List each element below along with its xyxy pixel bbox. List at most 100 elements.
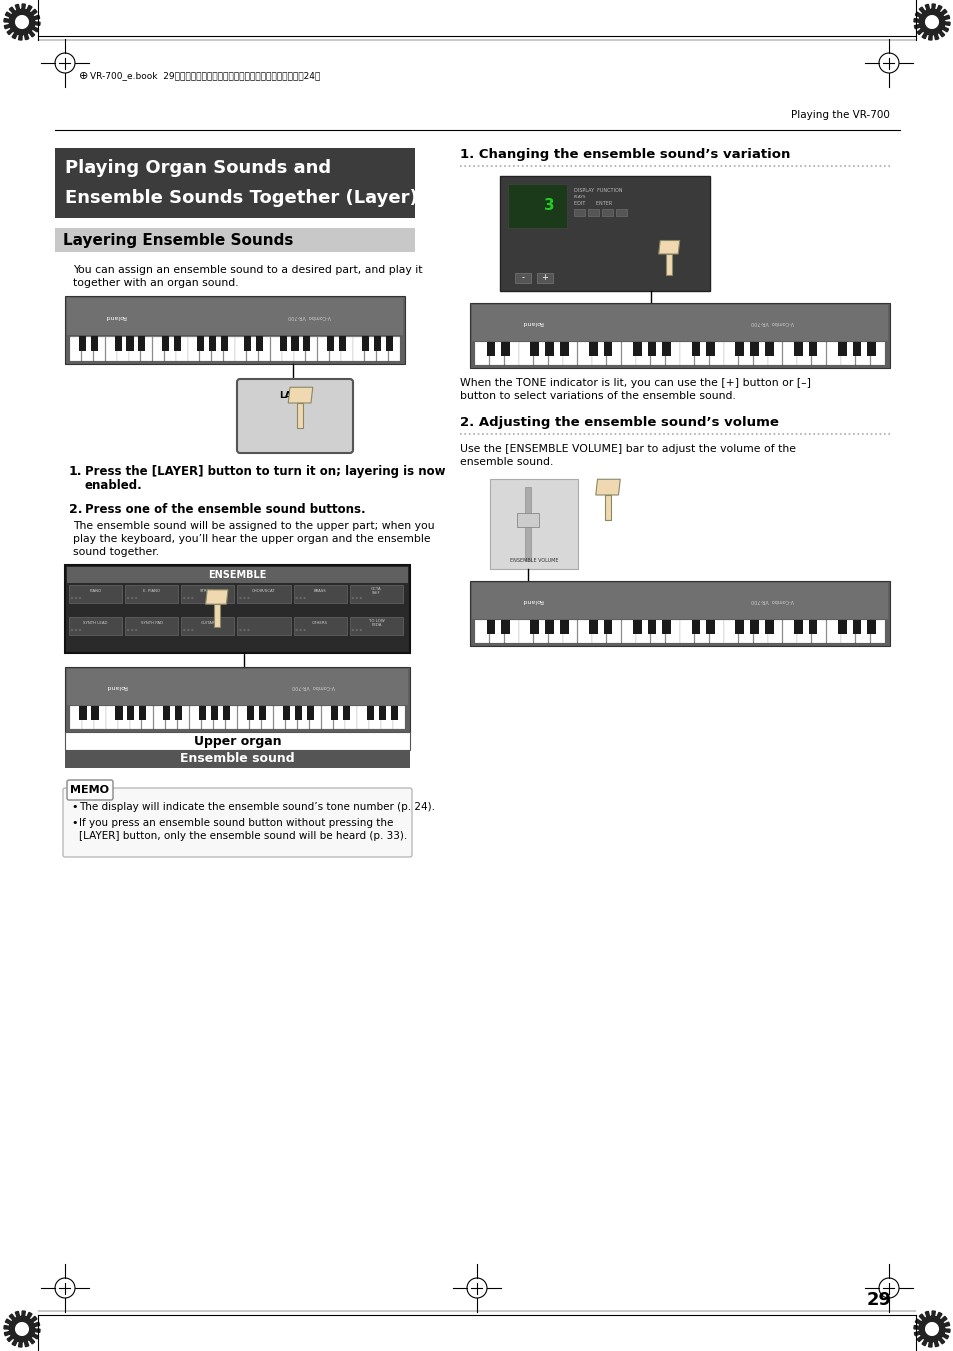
Bar (212, 336, 223, 361)
Bar (588, 620, 598, 634)
Text: 2. Adjusting the ensemble sound’s volume: 2. Adjusting the ensemble sound’s volume (459, 416, 778, 430)
Bar (365, 336, 375, 361)
Bar (530, 620, 538, 634)
Bar (578, 342, 591, 365)
Bar (106, 336, 116, 361)
Bar (393, 707, 404, 728)
Circle shape (187, 597, 190, 600)
Bar (499, 176, 709, 290)
Circle shape (243, 628, 246, 631)
Bar (125, 617, 178, 635)
Bar (534, 620, 547, 643)
Bar (470, 303, 889, 367)
Text: Playing Organ Sounds and: Playing Organ Sounds and (65, 159, 331, 177)
Bar (261, 707, 273, 728)
Bar (694, 342, 708, 365)
Text: Ensemble Sounds Together (Layer): Ensemble Sounds Together (Layer) (65, 189, 417, 207)
Text: GUITAR: GUITAR (200, 621, 215, 626)
Bar (321, 707, 333, 728)
Text: SYNTH PAD: SYNTH PAD (141, 621, 163, 626)
Bar (374, 336, 380, 351)
Bar (636, 342, 650, 365)
Bar (504, 342, 518, 365)
Bar (470, 581, 889, 646)
Bar (385, 336, 393, 351)
Bar (226, 707, 237, 728)
Text: When the TONE indicator is lit, you can use the [+] button or [–]: When the TONE indicator is lit, you can … (459, 378, 810, 388)
Bar (841, 342, 855, 365)
Text: DISPLAY  FUNCTION: DISPLAY FUNCTION (573, 188, 621, 193)
Bar (341, 336, 353, 361)
FancyBboxPatch shape (236, 380, 353, 453)
Bar (490, 480, 578, 569)
Circle shape (74, 628, 77, 631)
Bar (870, 342, 883, 365)
Bar (793, 620, 802, 634)
Bar (615, 209, 626, 216)
Bar (592, 342, 606, 365)
Bar (475, 620, 884, 643)
Bar (679, 620, 694, 643)
Bar (271, 336, 281, 361)
Bar (749, 620, 759, 634)
Bar (525, 486, 531, 561)
Bar (118, 707, 130, 728)
Bar (808, 342, 817, 355)
Bar (723, 620, 738, 643)
Bar (490, 342, 503, 365)
Bar (709, 620, 723, 643)
Bar (67, 669, 408, 705)
Bar (67, 567, 408, 584)
Circle shape (74, 597, 77, 600)
Bar (388, 336, 399, 361)
Circle shape (127, 628, 130, 631)
Bar (220, 336, 228, 351)
Bar (334, 707, 345, 728)
Polygon shape (665, 254, 672, 276)
Bar (709, 342, 723, 365)
Bar (767, 620, 781, 643)
Bar (588, 342, 598, 355)
Bar (307, 705, 314, 720)
Bar (735, 342, 743, 355)
Bar (390, 705, 397, 720)
FancyBboxPatch shape (63, 788, 412, 857)
Bar (173, 336, 180, 351)
Circle shape (355, 628, 357, 631)
Text: VR-700_e.book  29ページ　２００９年１１月１８日　水曜日　午前９時24分: VR-700_e.book 29ページ ２００９年１１月１８日 水曜日 午前９時… (90, 72, 320, 81)
Bar (345, 707, 356, 728)
Circle shape (299, 628, 301, 631)
Bar (362, 336, 369, 351)
Circle shape (134, 597, 137, 600)
Bar (562, 620, 577, 643)
Bar (578, 620, 591, 643)
Bar (764, 342, 773, 355)
Text: Ensemble sound: Ensemble sound (180, 753, 294, 766)
Bar (294, 336, 305, 361)
Circle shape (183, 597, 185, 600)
Polygon shape (288, 388, 313, 403)
Circle shape (191, 628, 193, 631)
Polygon shape (15, 16, 29, 28)
Bar (310, 707, 320, 728)
Text: SYNTH LEAD: SYNTH LEAD (83, 621, 108, 626)
Circle shape (71, 628, 73, 631)
Bar (559, 342, 568, 355)
Bar (647, 620, 656, 634)
Bar (247, 336, 258, 361)
Bar (855, 342, 869, 365)
Bar (837, 620, 846, 634)
Text: TO LOW
PEDA: TO LOW PEDA (368, 619, 384, 627)
Bar (129, 336, 140, 361)
Bar (603, 620, 612, 634)
Text: Layering Ensemble Sounds: Layering Ensemble Sounds (63, 232, 294, 247)
Bar (200, 336, 211, 361)
Bar (67, 299, 402, 335)
Bar (258, 336, 270, 361)
Bar (753, 620, 767, 643)
Bar (633, 620, 641, 634)
Bar (117, 336, 129, 361)
Bar (106, 707, 117, 728)
Bar (282, 705, 290, 720)
Bar (507, 184, 566, 228)
